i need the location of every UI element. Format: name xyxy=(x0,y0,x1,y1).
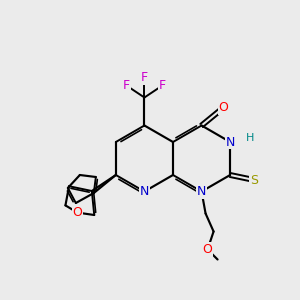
Text: H: H xyxy=(246,133,254,143)
Text: N: N xyxy=(140,185,149,198)
Text: O: O xyxy=(73,206,82,219)
Text: O: O xyxy=(219,101,229,114)
Text: O: O xyxy=(202,243,212,256)
Text: F: F xyxy=(141,71,148,84)
Text: N: N xyxy=(226,136,235,148)
Text: F: F xyxy=(123,79,130,92)
Text: S: S xyxy=(250,173,258,187)
Text: F: F xyxy=(159,79,166,92)
Text: N: N xyxy=(197,185,206,198)
